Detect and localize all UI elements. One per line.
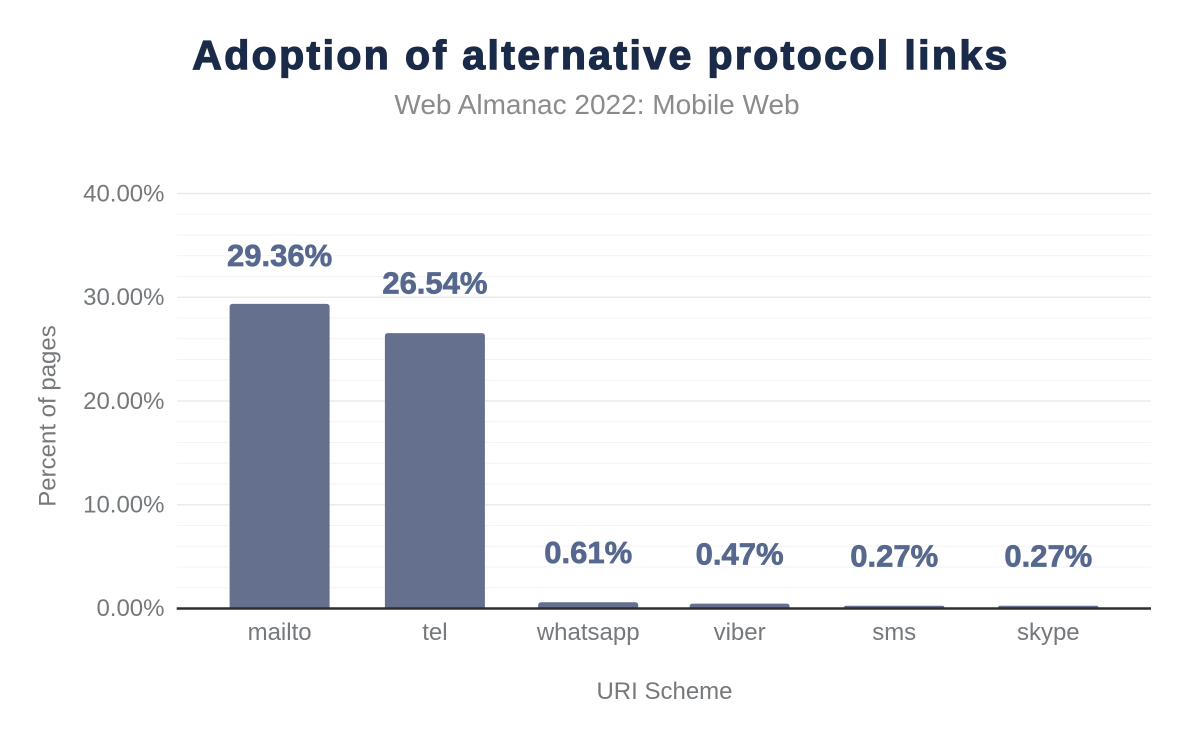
svg-text:URI Scheme: URI Scheme (596, 678, 732, 705)
svg-text:30.00%: 30.00% (83, 284, 164, 311)
svg-text:whatsapp: whatsapp (536, 619, 640, 646)
svg-text:29.36%: 29.36% (227, 238, 332, 273)
svg-text:viber: viber (714, 619, 766, 646)
svg-text:Percent of pages: Percent of pages (35, 325, 62, 506)
svg-text:sms: sms (872, 619, 916, 646)
svg-text:mailto: mailto (248, 619, 312, 646)
svg-text:0.00%: 0.00% (96, 595, 164, 622)
svg-text:0.27%: 0.27% (1004, 539, 1092, 574)
svg-text:0.27%: 0.27% (850, 539, 938, 574)
svg-text:tel: tel (422, 619, 447, 646)
svg-text:40.00%: 40.00% (83, 180, 164, 207)
svg-text:10.00%: 10.00% (83, 492, 164, 519)
svg-text:0.61%: 0.61% (544, 535, 632, 570)
svg-text:20.00%: 20.00% (83, 388, 164, 415)
svg-text:Adoption of alternative protoc: Adoption of alternative protocol links (192, 32, 1009, 78)
svg-text:0.47%: 0.47% (696, 537, 784, 572)
svg-text:skype: skype (1017, 619, 1080, 646)
svg-text:Web Almanac 2022: Mobile Web: Web Almanac 2022: Mobile Web (394, 89, 799, 120)
svg-text:26.54%: 26.54% (382, 266, 487, 301)
